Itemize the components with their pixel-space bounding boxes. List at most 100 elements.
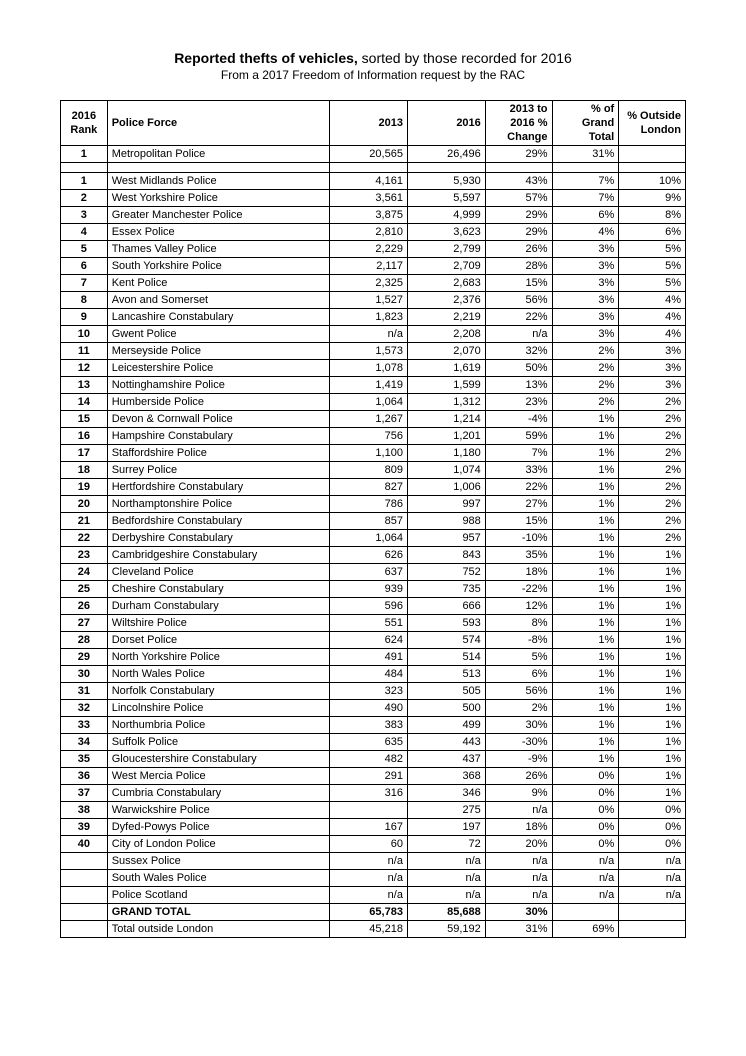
cell-force: Dyfed-Powys Police [107,819,329,836]
cell-outside: 0% [619,819,686,836]
spacer-cell [107,163,329,173]
table-row: 11Merseyside Police1,5732,07032%2%3% [61,343,686,360]
table-row: 40City of London Police607220%0%0% [61,836,686,853]
cell-2016: 2,799 [407,241,485,258]
cell-change: 13% [485,377,552,394]
cell-force: Surrey Police [107,462,329,479]
cell-2013: 1,527 [330,292,408,309]
cell-outside: 2% [619,394,686,411]
cell-outside: 2% [619,411,686,428]
cell-2013: 596 [330,598,408,615]
cell-2013: 1,064 [330,530,408,547]
cell-2016: 997 [407,496,485,513]
cell-outside: 1% [619,564,686,581]
cell-2016: 2,208 [407,326,485,343]
cell-outside: 1% [619,717,686,734]
cell-grand: 1% [552,496,619,513]
cell-grand: 1% [552,683,619,700]
cell-2013: 809 [330,462,408,479]
cell-grand: 1% [552,632,619,649]
cell-2013: 626 [330,547,408,564]
cell-2013: 1,267 [330,411,408,428]
cell-rank [61,853,108,870]
cell-change: n/a [485,853,552,870]
cell-grand: 1% [552,649,619,666]
cell-2013: 2,810 [330,224,408,241]
cell-force: Bedfordshire Constabulary [107,513,329,530]
cell-outside: 2% [619,445,686,462]
cell-rank [61,887,108,904]
cell-rank: 40 [61,836,108,853]
table-row: 26Durham Constabulary59666612%1%1% [61,598,686,615]
cell-rank: 19 [61,479,108,496]
cell-grand: 0% [552,802,619,819]
cell-grand: 31% [552,146,619,163]
cell-force: West Yorkshire Police [107,190,329,207]
cell-grand: 1% [552,666,619,683]
table-row: 36West Mercia Police29136826%0%1% [61,768,686,785]
table-row: 29North Yorkshire Police4915145%1%1% [61,649,686,666]
cell-force: Hampshire Constabulary [107,428,329,445]
cell-grand: 1% [552,547,619,564]
cell-2013: 490 [330,700,408,717]
cell-rank: 36 [61,768,108,785]
cell-change: 6% [485,666,552,683]
cell-2016: 26,496 [407,146,485,163]
cell-2016: 2,376 [407,292,485,309]
table-row: 2West Yorkshire Police3,5615,59757%7%9% [61,190,686,207]
cell-outside: 1% [619,615,686,632]
cell-force: Humberside Police [107,394,329,411]
cell-force: Lancashire Constabulary [107,309,329,326]
cell-force: Gwent Police [107,326,329,343]
cell-2016: 368 [407,768,485,785]
cell-change: 29% [485,207,552,224]
cell-change: 27% [485,496,552,513]
cell-rank: 28 [61,632,108,649]
cell-2016: n/a [407,887,485,904]
cell-rank: 9 [61,309,108,326]
table-row: 37Cumbria Constabulary3163469%0%1% [61,785,686,802]
cell-2013 [330,802,408,819]
cell-2016: 2,709 [407,258,485,275]
cell-change: 57% [485,190,552,207]
cell-change: -4% [485,411,552,428]
cell-force: Metropolitan Police [107,146,329,163]
table-row: 25Cheshire Constabulary939735-22%1%1% [61,581,686,598]
cell-2016: 443 [407,734,485,751]
cell-force: Derbyshire Constabulary [107,530,329,547]
cell-rank: 30 [61,666,108,683]
table-row: 38Warwickshire Police275n/a0%0% [61,802,686,819]
cell-2016: 1,074 [407,462,485,479]
table-row: 14Humberside Police1,0641,31223%2%2% [61,394,686,411]
cell-2013: 786 [330,496,408,513]
cell-outside: 1% [619,547,686,564]
cell-outside: 6% [619,224,686,241]
cell-2016: 275 [407,802,485,819]
cell-outside: 9% [619,190,686,207]
cell-2016: 500 [407,700,485,717]
cell-change: 29% [485,224,552,241]
cell-2013: 484 [330,666,408,683]
cell-force: Warwickshire Police [107,802,329,819]
cell-2013: 857 [330,513,408,530]
cell-change: 18% [485,564,552,581]
cell-grand: 1% [552,717,619,734]
table-row: 32Lincolnshire Police4905002%1%1% [61,700,686,717]
cell-2013: 167 [330,819,408,836]
cell-change: -10% [485,530,552,547]
table-row: 9Lancashire Constabulary1,8232,21922%3%4… [61,309,686,326]
cell-force: West Mercia Police [107,768,329,785]
cell-2016: 593 [407,615,485,632]
table-body: 1Metropolitan Police20,56526,49629%31%1W… [61,146,686,938]
cell-change: -22% [485,581,552,598]
cell-2016: 499 [407,717,485,734]
cell-2016: 514 [407,649,485,666]
cell-force: Wiltshire Police [107,615,329,632]
cell-force: Leicestershire Police [107,360,329,377]
cell-change: -9% [485,751,552,768]
cell-change: n/a [485,870,552,887]
cell-2013: 1,573 [330,343,408,360]
cell-outside: 2% [619,513,686,530]
cell-grand: 1% [552,479,619,496]
cell-2016: 2,683 [407,275,485,292]
